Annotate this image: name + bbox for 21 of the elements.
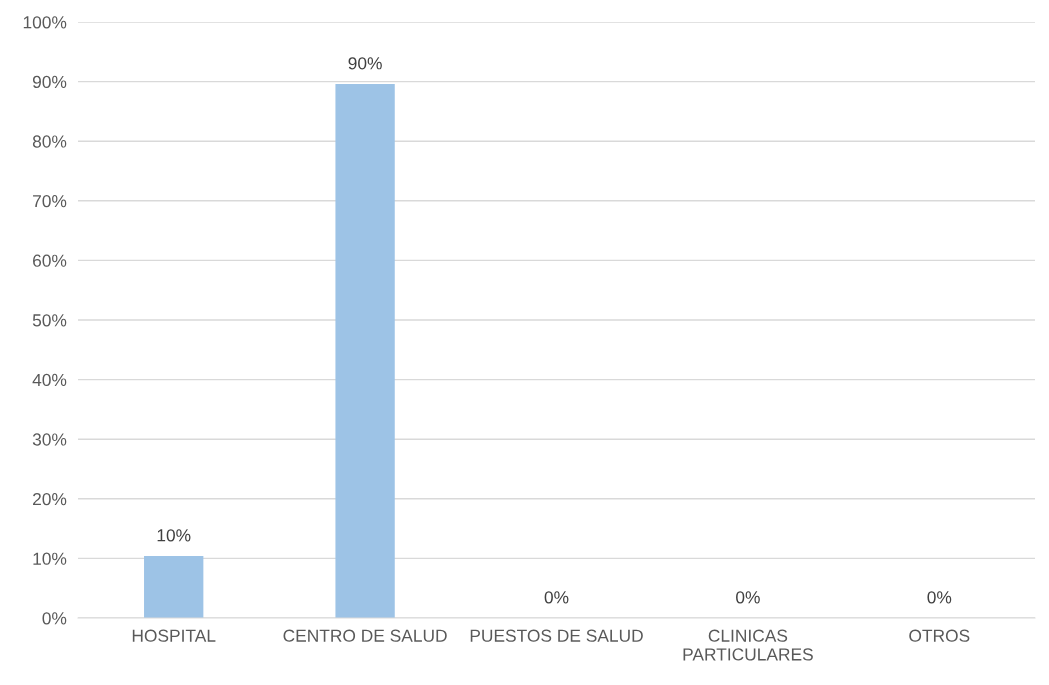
y-tick-label: 50%: [32, 314, 67, 327]
y-tick-label: 0%: [42, 612, 67, 625]
y-tick-label: 20%: [33, 492, 67, 506]
y-tick-label: 100%: [23, 16, 67, 29]
data-label: 90%: [348, 57, 382, 70]
y-tick-label: 60%: [33, 254, 67, 267]
x-tick-label: CENTRO DE SALUD: [283, 629, 447, 642]
x-tick-label: HOSPITAL: [132, 629, 216, 642]
y-tick-label: 10%: [33, 552, 67, 565]
y-tick-label: 30%: [32, 433, 67, 446]
y-tick-label: 70%: [33, 194, 67, 208]
data-label: 0%: [927, 591, 952, 604]
x-tick-label: PUESTOS DE SALUD: [470, 629, 643, 642]
data-label: 0%: [736, 591, 760, 604]
x-tick-label: OTROS: [909, 629, 970, 642]
data-label: 0%: [544, 591, 569, 604]
y-tick-label: 40%: [32, 373, 67, 387]
data-label: 10%: [157, 529, 191, 542]
y-tick-label: 80%: [32, 135, 67, 148]
x-tick-label: CLINICAS PARTICULARES: [683, 629, 813, 661]
y-tick-label: 90%: [32, 75, 67, 89]
